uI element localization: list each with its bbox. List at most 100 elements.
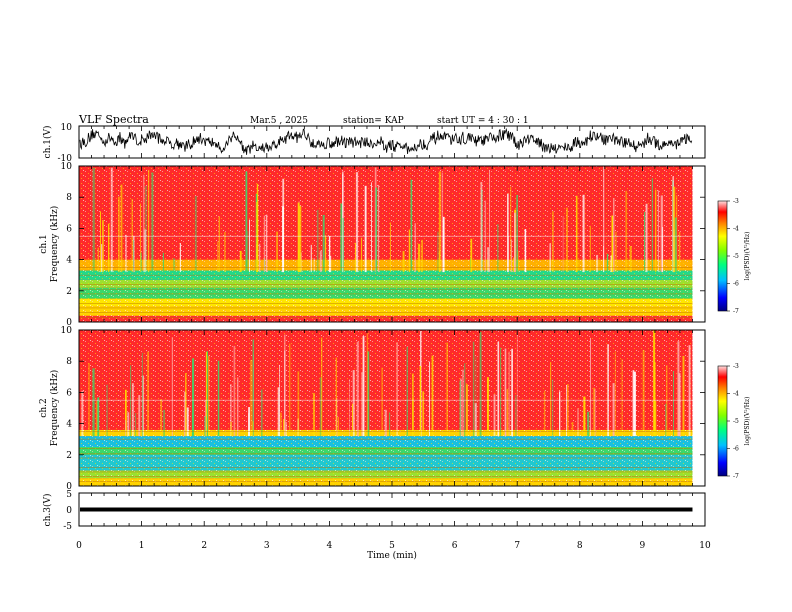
ch1-spec-streak <box>589 225 591 273</box>
ch2-spec-streak <box>566 384 567 437</box>
ch1-spec-texture <box>79 166 693 322</box>
ch2-spec-streak <box>571 421 574 437</box>
ch1-spec-streak <box>173 258 176 273</box>
ch2-spec-streak <box>217 360 220 437</box>
ch1-spec-streak <box>247 230 249 273</box>
ch2-spec-streak <box>127 412 130 437</box>
x-tick-label: 4 <box>327 541 333 551</box>
ch1-spec-streak <box>218 216 220 273</box>
ch2-spec-streak <box>297 418 299 437</box>
ch1-spec-streak <box>143 174 145 273</box>
ch1-spec-cb-tick-label: -6 <box>733 281 739 288</box>
ch2-spec-streak <box>479 331 482 437</box>
ch1-spec-streak <box>678 231 681 273</box>
ch2-spec-streak <box>261 389 263 437</box>
ch1-spec-streak <box>575 195 578 273</box>
ch1-spec-streak <box>673 186 676 273</box>
ch2-spec-streak <box>106 384 108 437</box>
ch1-spec-streak <box>437 231 439 273</box>
ch1-spec-streak <box>611 215 614 273</box>
ch1-spec-streak <box>313 258 315 273</box>
ch1-spec-streak <box>610 255 612 273</box>
x-tick-label: 0 <box>76 541 82 551</box>
ch1-spec-streak <box>328 236 331 273</box>
ch2-spec-cb-tick-label: -4 <box>733 391 739 398</box>
ch1-spec-streak <box>512 257 514 273</box>
ch2-spec-streak <box>552 379 554 437</box>
x-tick-label: 1 <box>139 541 145 551</box>
start-time-label: start UT = 4 : 30 : 1 <box>437 116 529 126</box>
ch1-spec-cb-tick-label: -5 <box>733 253 739 260</box>
ch1-spec-streak <box>497 224 499 273</box>
ch1-spec-streak <box>102 220 104 273</box>
ch2-spec-streak <box>230 421 232 437</box>
ch1-spec-streak <box>355 172 359 273</box>
ch2-colorbar <box>717 365 728 477</box>
station-label: station= KAP <box>343 116 404 126</box>
ch2-spec-streak <box>285 421 287 437</box>
ch2-spec-streak <box>280 412 282 437</box>
ch2-spec-streak <box>487 377 489 437</box>
ch1-spec-streak <box>364 185 367 273</box>
ch2-spec-streak <box>593 387 595 437</box>
ch2-spec-streak <box>205 351 207 437</box>
ch2-spec-streak <box>462 369 464 437</box>
x-tick-label: 9 <box>640 541 646 551</box>
ch2-spec-streak <box>97 397 100 437</box>
ch1-spec-streak <box>408 229 410 273</box>
ch1-spec-streak <box>131 199 133 273</box>
ch2-spec-cb-tick-label: -5 <box>733 418 739 425</box>
ch2-spec-streak <box>206 351 208 437</box>
ch1-spec-streak <box>414 223 416 273</box>
ch1-spec-streak <box>378 184 380 273</box>
ch2-spec-streak <box>252 421 254 437</box>
ch2-spec-streak <box>587 411 590 437</box>
ch2-spec-streak <box>186 407 189 437</box>
ch1-spec-streak <box>510 186 512 273</box>
ch1-spec-streak <box>442 216 445 273</box>
ch2-spec-streak <box>207 355 210 437</box>
ch2-spec-streak <box>362 336 365 437</box>
ch2-spec-streak <box>677 341 680 437</box>
ch1-spec-streak <box>108 223 110 273</box>
ch1-spec-streak <box>263 215 266 273</box>
ch1-spec-streak <box>644 211 646 273</box>
ch2-spec-streak <box>446 342 448 437</box>
ch2-spec-streak <box>429 361 430 437</box>
ch2-spec-streak <box>184 391 187 437</box>
ch2-spec-ytick-label: 4 <box>66 420 72 430</box>
ch2-spec-streak <box>141 352 143 437</box>
ch2-spec-streak <box>466 384 468 437</box>
ch2-spec-ytick-label: 0 <box>66 482 72 492</box>
ch2-spec-streak <box>367 351 370 437</box>
ch1-spec-streak <box>480 181 483 273</box>
ch1-spec-ytick-label: 10 <box>61 162 73 172</box>
ch2-spec-streak <box>508 351 510 437</box>
ch2-spec-streak <box>352 403 354 437</box>
ch2-spec-streak <box>511 348 513 437</box>
ch2-spec-streak <box>682 355 685 437</box>
ch2-spec-streak <box>147 351 149 437</box>
ch1-spec-streak <box>615 231 617 273</box>
ch1-spec-streak <box>282 206 284 273</box>
ch1-spec-streak <box>375 187 378 273</box>
ch1-spec-streak <box>329 255 332 273</box>
ch1-spec-streak <box>438 171 441 273</box>
ch2-spec-streak <box>642 350 645 437</box>
ch1-spec-streak <box>361 237 362 273</box>
ch1-spec-streak <box>552 211 554 273</box>
ch1-spec-streak <box>606 253 609 273</box>
ch1-spec-streak <box>516 194 518 273</box>
ch1-spec-streak <box>179 243 181 273</box>
ch1-waveform-trace <box>79 127 693 155</box>
ch1-spec-cb-tick-label: -7 <box>733 308 739 315</box>
ch1-spec-streak <box>603 166 605 273</box>
ch2-spec-streak <box>612 383 615 437</box>
ch2-spec-ylabel-1: ch.2 <box>39 398 49 417</box>
ch2-spec-cb-tick-label: -3 <box>733 363 739 370</box>
ch1-spec-streak <box>256 183 259 273</box>
ch2-spec-ytick-label: 6 <box>66 388 72 398</box>
ch1-spec-streak <box>101 244 103 273</box>
ch2-spec-streak <box>160 399 162 437</box>
